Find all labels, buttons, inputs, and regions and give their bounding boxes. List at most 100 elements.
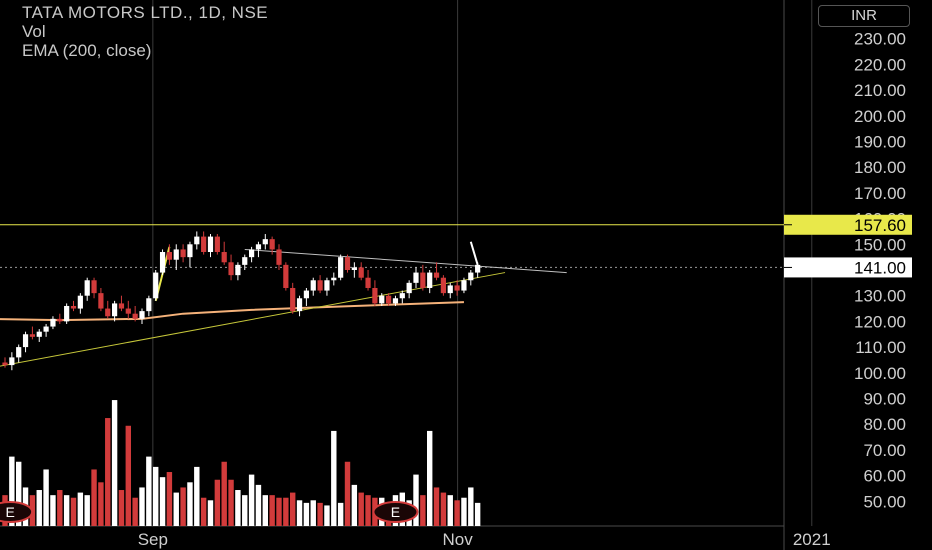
price-tick-label: 200.00: [854, 107, 906, 126]
time-tick-label: Nov: [442, 530, 473, 549]
volume-bar: [111, 400, 118, 526]
candle-body: [132, 313, 138, 319]
price-axis[interactable]: 50.00 60.00 70.00 80.00 90.00 100.00 110.00 120…: [784, 4, 912, 511]
candle: [132, 305, 138, 322]
candle-body: [242, 257, 248, 265]
volume-bar: [283, 497, 289, 526]
price-tick-label: 80.00: [863, 415, 906, 434]
candle-body: [64, 305, 70, 322]
candle-body: [29, 334, 35, 337]
volume-bar: [166, 472, 173, 526]
volume-bar: [248, 474, 255, 526]
candle-body: [118, 303, 125, 309]
volume-bar: [70, 497, 77, 526]
candle: [139, 308, 145, 324]
candle-body: [283, 264, 289, 288]
volume-bar: [50, 495, 56, 526]
candle: [173, 244, 179, 270]
ema-legend[interactable]: EMA (200, close): [22, 41, 152, 60]
earnings-marker-label: E: [391, 504, 400, 520]
candle: [214, 234, 220, 255]
candle-body: [50, 318, 56, 327]
volume-bar: [262, 495, 268, 526]
candle: [475, 262, 481, 278]
candle-body: [331, 277, 337, 281]
candle: [112, 300, 118, 322]
candle: [242, 254, 248, 270]
ascending-support: [0, 272, 506, 367]
candle: [77, 293, 83, 314]
symbol-title[interactable]: TATA MOTORS LTD., 1D, NSE: [22, 3, 269, 22]
volume-legend[interactable]: Vol: [22, 22, 46, 41]
candle: [29, 326, 35, 340]
trendlines[interactable]: [0, 224, 784, 370]
volume-bar: [125, 425, 131, 526]
volume-bar: [331, 430, 337, 526]
candle-body: [392, 298, 399, 304]
volume-bar: [365, 495, 371, 526]
volume-bar: [255, 484, 262, 526]
candle: [118, 295, 125, 312]
candle: [296, 295, 303, 317]
candle: [344, 254, 351, 273]
candle: [317, 275, 323, 294]
candle-body: [43, 326, 49, 332]
candle-body: [406, 282, 412, 294]
candle-body: [317, 280, 323, 291]
price-label-text: 157.60: [854, 216, 906, 235]
candle: [16, 344, 22, 363]
currency-button[interactable]: INR: [818, 5, 910, 27]
candle: [187, 241, 193, 268]
breakout-marker-down: [469, 241, 479, 266]
volume-bar: [98, 482, 104, 526]
candle: [180, 244, 186, 263]
time-tick-label: 2021: [793, 530, 831, 549]
price-candles: [2, 231, 481, 371]
volume-bar: [235, 490, 241, 526]
candle: [365, 270, 371, 291]
resistance-price-label: 157.60: [784, 214, 912, 235]
volume-bar: [420, 495, 426, 526]
candle: [255, 241, 262, 258]
candle-body: [194, 236, 200, 245]
chart-legend: TATA MOTORS LTD., 1D, NSE Vol EMA (200, …: [22, 3, 268, 60]
candle-body: [303, 290, 309, 299]
candle-body: [399, 293, 405, 299]
candle: [372, 280, 378, 306]
candle-body: [125, 308, 131, 314]
candle: [468, 270, 474, 286]
volume-bar: [461, 497, 467, 526]
earnings-marker-label: E: [5, 504, 14, 520]
volume-bar: [43, 469, 49, 526]
candle-body: [77, 295, 83, 309]
candle: [303, 287, 309, 306]
volume-bar: [358, 492, 364, 526]
volume-bar: [269, 495, 275, 526]
candle: [392, 295, 399, 306]
candle-body: [112, 303, 118, 317]
candle-body: [221, 252, 227, 263]
candle-body: [255, 244, 262, 250]
candle-body: [440, 277, 446, 294]
candle: [262, 234, 268, 250]
candle-body: [22, 334, 29, 348]
candle-body: [296, 298, 303, 312]
candle: [331, 272, 337, 286]
ema-200-line: [0, 301, 464, 322]
candle-body: [358, 267, 364, 278]
candle-body: [173, 249, 179, 260]
time-axis[interactable]: Sep Nov 2021: [138, 530, 831, 549]
candle: [201, 231, 207, 255]
candle-body: [413, 272, 419, 283]
candle: [351, 262, 357, 278]
candle: [2, 357, 8, 368]
candle-body: [475, 264, 481, 273]
candle: [84, 277, 90, 301]
candle: [221, 241, 227, 265]
candle-body: [70, 305, 77, 309]
candle: [50, 316, 56, 330]
candle: [338, 254, 344, 281]
volume-bar: [118, 490, 125, 526]
